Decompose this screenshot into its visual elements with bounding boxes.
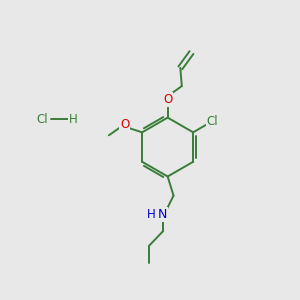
Text: Cl: Cl	[37, 112, 48, 126]
Text: O: O	[120, 118, 129, 131]
Text: H: H	[69, 112, 78, 126]
Text: O: O	[163, 93, 172, 106]
Text: Cl: Cl	[206, 115, 218, 128]
Text: N: N	[158, 208, 167, 221]
Text: H: H	[146, 208, 155, 221]
